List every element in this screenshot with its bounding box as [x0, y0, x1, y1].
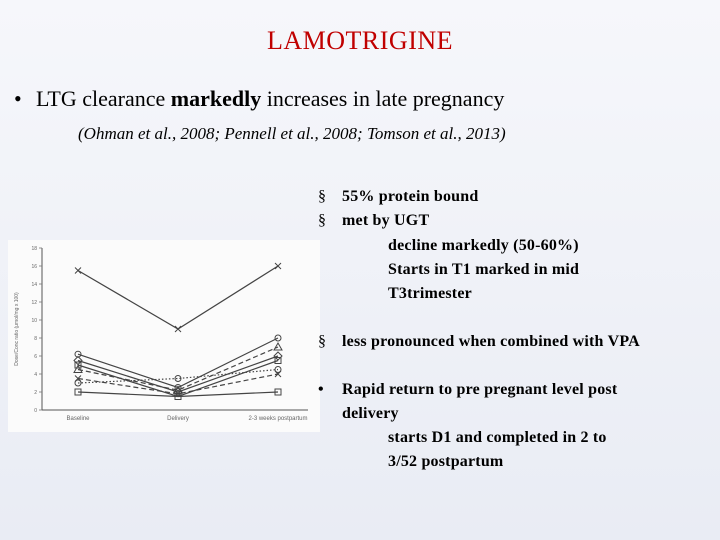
chart-x-labels: Baseline Delivery 2-3 weeks postpartum [66, 416, 307, 422]
point-starts-d1: starts D1 and completed in 2 to [388, 429, 607, 446]
data-point [174, 325, 182, 333]
y-tick-label: 4 [34, 372, 37, 378]
y-tick-label: 2 [34, 390, 37, 396]
bullet-marker: • [14, 86, 22, 111]
series-line [77, 346, 279, 391]
data-point [274, 366, 282, 373]
y-tick-label: 18 [31, 246, 37, 252]
data-point [274, 388, 282, 396]
point-marker: § [318, 212, 327, 229]
series-line [77, 265, 279, 330]
point-text: 55% protein bound [342, 188, 479, 205]
y-tick-label: 6 [34, 354, 37, 360]
main-bullet-text-after: increases in late pregnancy [261, 86, 505, 111]
chart-markers [73, 262, 283, 400]
data-point [74, 379, 82, 387]
data-point [74, 361, 82, 369]
data-point [174, 375, 182, 382]
chart-lines [77, 265, 279, 398]
main-bullet-emphasis: markedly [170, 86, 262, 111]
data-point [273, 341, 283, 351]
data-point [274, 262, 282, 270]
point-marker: § [318, 333, 327, 350]
point-text: met by UGT [342, 212, 430, 229]
point-ugt: § met by UGT [318, 212, 429, 230]
y-tick-label: 12 [31, 300, 37, 306]
main-bullet-text-before: LTG clearance [36, 86, 171, 111]
slide-title: LAMOTRIGINE [266, 26, 454, 55]
series-line [77, 373, 279, 395]
clearance-chart: Dose/Conc ratio (μmol/mg x 100) 0 2 4 6 8 10 1… [8, 240, 320, 432]
data-point [174, 384, 182, 391]
y-tick-label: 8 [34, 336, 37, 342]
point-rapid-return: • Rapid return to pre pregnant level post [318, 381, 617, 399]
point-postpartum: 3/52 postpartum [388, 453, 504, 470]
point-starts-t1: Starts in T1 marked in mid [388, 261, 580, 278]
main-bullet: • LTG clearance markedly increases in lat… [14, 86, 504, 112]
data-point [73, 364, 83, 373]
point-t3trimester: T3trimester [388, 285, 472, 302]
references: (Ohman et al., 2008; Pennell et al., 200… [78, 124, 506, 143]
point-text: Rapid return to pre pregnant level post [342, 381, 618, 398]
y-tick-label: 16 [31, 264, 37, 270]
y-tick-label: 0 [34, 408, 37, 414]
point-delivery: delivery [342, 405, 399, 422]
x-tick-label: 2-3 weeks postpartum [248, 416, 307, 422]
point-marker: § [318, 188, 327, 205]
data-point [74, 388, 82, 396]
data-point [274, 334, 282, 342]
y-tick-label: 14 [31, 282, 37, 288]
series-line [77, 359, 279, 398]
chart-svg: Dose/Conc ratio (μmol/mg x 100) 0 2 4 6 8 10 1… [14, 246, 308, 422]
point-text: less pronounced when combined with VPA [342, 333, 640, 350]
point-protein-bound: § 55% protein bound [318, 188, 478, 206]
x-tick-label: Delivery [167, 416, 189, 422]
y-axis-label: Dose/Conc ratio (μmol/mg x 100) [14, 292, 20, 366]
data-point [174, 393, 182, 400]
data-point [273, 351, 283, 361]
y-tick-label: 10 [31, 318, 37, 324]
point-vpa: § less pronounced when combined with VPA [318, 333, 640, 351]
data-point [274, 357, 282, 364]
series-line [77, 355, 279, 393]
point-decline: decline markedly (50-60%) [388, 237, 579, 254]
data-point [74, 267, 82, 274]
point-marker: • [318, 381, 324, 398]
chart-ticks: 0 2 4 6 8 10 12 14 16 18 [31, 246, 42, 414]
x-tick-label: Baseline [66, 416, 90, 422]
chart-axes: Dose/Conc ratio (μmol/mg x 100) [14, 248, 308, 411]
